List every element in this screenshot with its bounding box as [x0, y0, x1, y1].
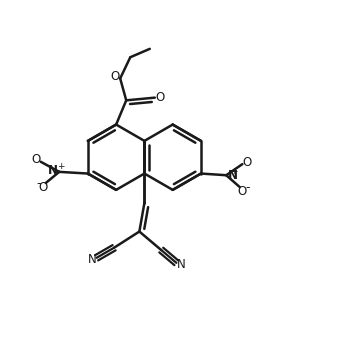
Text: O: O	[110, 70, 119, 83]
Text: O: O	[238, 185, 247, 198]
Text: -: -	[245, 182, 250, 194]
Text: +: +	[57, 162, 65, 171]
Text: O: O	[155, 91, 165, 104]
Text: N: N	[48, 164, 57, 177]
Text: O: O	[38, 181, 48, 194]
Text: N: N	[177, 258, 186, 271]
Text: O: O	[32, 153, 41, 166]
Text: N: N	[228, 169, 238, 182]
Text: +: +	[231, 167, 238, 176]
Text: -: -	[37, 177, 41, 191]
Text: O: O	[242, 155, 251, 169]
Text: N: N	[87, 253, 96, 266]
